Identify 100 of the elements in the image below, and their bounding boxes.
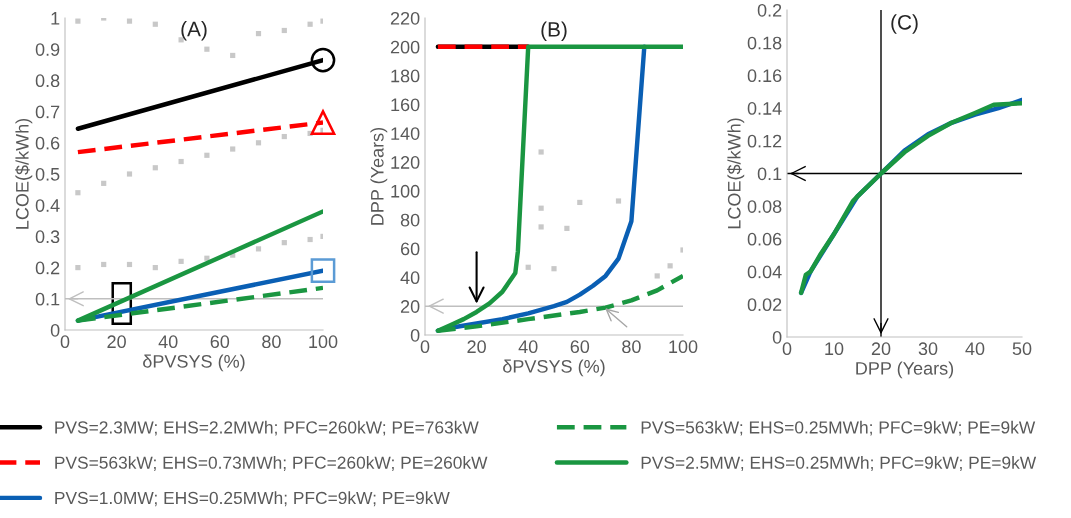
x-tick-label: 0 [420, 340, 430, 354]
x-tick-label: 60 [210, 335, 230, 349]
legend-label: PVS=2.5MW; EHS=0.25MWh; PFC=9kW; PE=9kW [641, 456, 1037, 471]
point [281, 27, 287, 34]
y-tick-label: 0.4 [35, 199, 60, 212]
y-tick-label: 0.5 [35, 167, 60, 181]
point [204, 46, 210, 52]
y-tick-label: 220 [390, 11, 420, 25]
chart-title: (C) [891, 14, 918, 34]
x-tick-label: 100 [669, 340, 698, 354]
y-tick-label: 20 [400, 300, 420, 313]
point [551, 266, 557, 272]
point [307, 236, 313, 243]
point [281, 133, 287, 140]
point [126, 18, 133, 24]
point [152, 21, 158, 27]
x-tick-label: 20 [467, 340, 486, 354]
y-tick-label: 40 [400, 271, 420, 285]
point [577, 199, 583, 206]
legend-label: PVS=563kW; EHS=0.73MWh; PFC=260kW; PE=260kW [55, 456, 488, 471]
y-tick-label: 1 [51, 12, 60, 25]
y-tick-label: 140 [391, 127, 420, 140]
y-tick-label: 0.08 [747, 200, 782, 213]
point [101, 180, 107, 186]
y-tick-label: 0.7 [35, 105, 60, 119]
y-tick-label: 0.12 [747, 134, 782, 148]
x-tick-label: 20 [107, 335, 126, 349]
point [310, 47, 336, 73]
x-axis-title: DPP (Years) [856, 361, 954, 379]
point [255, 31, 262, 37]
point [152, 265, 158, 271]
y-axis-title: LCOE($/kWh) [15, 118, 33, 229]
x-tick-label: 50 [1012, 342, 1032, 356]
y-tick-label: 0.3 [35, 230, 60, 244]
point [75, 18, 81, 24]
x-tick-label: 40 [518, 340, 538, 354]
y-tick-label: 0.2 [35, 261, 60, 275]
y-tick-label: 0.06 [747, 232, 782, 246]
x-axis-title: δPVSYS (%) [503, 359, 605, 377]
y-axis-title: LCOE($/kWh) [727, 118, 745, 229]
chart-title: (A) [181, 21, 207, 41]
legend-label: PVS=2.3MW; EHS=2.2MWh; PFC=260kW; PE=763kW [55, 420, 479, 436]
y-tick-label: 0 [50, 323, 60, 337]
y-tick-label: 0.9 [35, 43, 60, 56]
x-tick-label: 0 [782, 342, 792, 356]
x-tick-label: 10 [825, 342, 844, 356]
point [101, 261, 107, 268]
point [255, 246, 262, 252]
x-tick-label: 30 [918, 342, 938, 356]
y-tick-label: 0.6 [35, 136, 60, 150]
point [230, 52, 236, 59]
y-tick-label: 0.1 [35, 292, 60, 306]
legend-label: PVS=1.0MW; EHS=0.25MWh; PFC=9kW; PE=9kW [55, 491, 450, 507]
y-tick-label: 0.1 [757, 167, 782, 181]
point [204, 152, 210, 158]
point [564, 225, 570, 231]
y-tick-label: 180 [391, 69, 420, 83]
x-tick-label: 40 [965, 342, 985, 356]
legend-label: PVS=563kW; EHS=0.25MWh; PFC=9kW; PE=9kW [641, 420, 1036, 436]
chart-title: (B) [541, 21, 567, 41]
x-tick-label: 0 [60, 335, 70, 349]
x-tick-label: 40 [158, 335, 178, 349]
point [310, 110, 336, 135]
point [126, 261, 133, 268]
point [126, 171, 133, 177]
point [667, 263, 673, 269]
y-tick-label: 0.18 [747, 36, 782, 50]
point [230, 146, 236, 152]
y-tick-label: 200 [390, 40, 420, 54]
point [281, 240, 287, 246]
y-tick-label: 160 [391, 98, 420, 112]
point [178, 258, 184, 264]
point [307, 21, 313, 27]
point [75, 265, 81, 271]
y-tick-label: 0.2 [757, 3, 782, 17]
point [538, 224, 544, 230]
point [615, 198, 622, 204]
y-tick-label: 0.02 [747, 298, 782, 312]
y-tick-label: 0.8 [35, 74, 60, 88]
point [538, 205, 544, 211]
y-tick-label: 0.14 [747, 102, 782, 115]
y-axis-title: DPP (Years) [370, 127, 388, 225]
point [538, 149, 544, 155]
x-axis-title: δPVSYS (%) [143, 354, 245, 372]
y-tick-label: 0.16 [747, 69, 782, 83]
x-tick-label: 60 [570, 340, 590, 354]
point [654, 273, 660, 279]
y-tick-label: 60 [400, 242, 420, 256]
y-tick-label: 120 [391, 156, 420, 169]
x-tick-label: 80 [622, 340, 641, 354]
y-tick-label: 100 [391, 184, 420, 198]
point [255, 140, 262, 146]
point [525, 264, 531, 270]
point [75, 190, 81, 196]
point [178, 158, 184, 165]
y-tick-label: 80 [400, 213, 420, 227]
point [152, 165, 158, 171]
x-tick-label: 100 [309, 335, 338, 349]
x-tick-label: 20 [871, 342, 891, 356]
y-tick-label: 0.04 [747, 265, 782, 279]
